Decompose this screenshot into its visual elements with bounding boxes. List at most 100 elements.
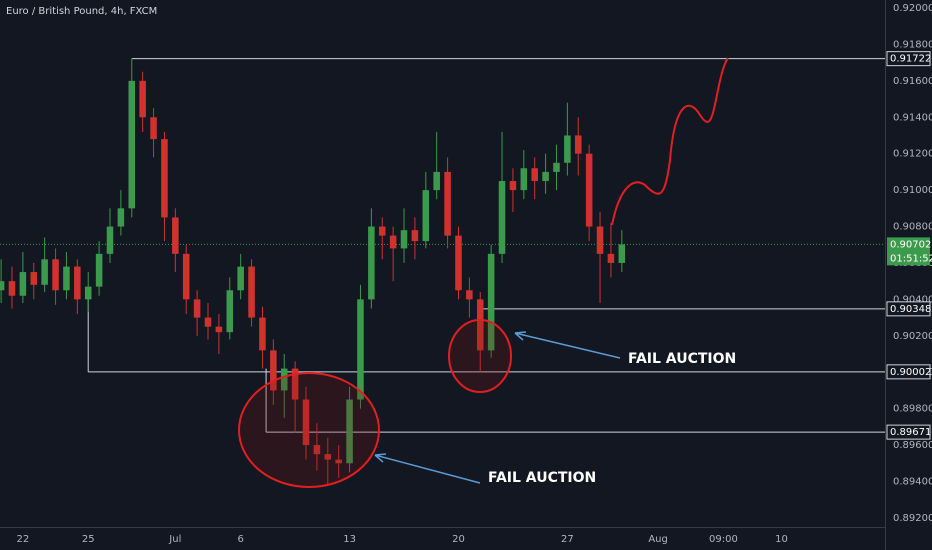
x-tick-label: Jul: [168, 534, 181, 545]
level-label-box: [886, 364, 931, 380]
x-tick-label: 25: [82, 534, 95, 545]
level-label: 0.91722: [890, 54, 931, 65]
candle-body: [411, 230, 419, 242]
candle-body: [204, 317, 212, 327]
level-label-box: [886, 51, 931, 67]
chart-title: Euro / British Pound, 4h, FXCM: [6, 6, 157, 17]
level-label-box: [886, 424, 931, 440]
candle-body: [139, 80, 146, 118]
candle-body: [248, 266, 255, 318]
candle-body: [215, 326, 223, 333]
candle-body: [378, 226, 386, 236]
candle-body: [596, 226, 604, 254]
candle-body: [19, 272, 27, 296]
candle-body: [302, 399, 310, 446]
candle-body: [128, 80, 136, 209]
candle-body: [95, 253, 103, 287]
candle-body: [542, 171, 549, 182]
candle-body: [74, 266, 81, 300]
candle-body: [368, 226, 375, 300]
candle-body: [400, 230, 408, 249]
candle-body: [346, 399, 353, 464]
candle-body: [106, 226, 114, 254]
candle-body: [41, 259, 48, 285]
candle-body: [433, 171, 440, 191]
candle-body: [607, 253, 615, 263]
candle-body: [313, 445, 321, 455]
highlight-ellipse: [448, 319, 512, 393]
candle-body: [444, 171, 451, 236]
y-tick-label: 0.91200: [893, 149, 932, 160]
last-price-label: 0.90702: [890, 239, 931, 250]
x-tick-label: 09:00: [709, 534, 738, 545]
candle-body: [117, 208, 125, 227]
candle-body: [226, 290, 234, 333]
candle-body: [476, 299, 484, 351]
candle-body: [455, 235, 462, 291]
y-tick-label: 0.91400: [893, 112, 932, 123]
x-tick-label: Aug: [648, 534, 668, 545]
annotation: FAIL AUCTION: [628, 351, 736, 367]
y-tick-label: 0.91000: [893, 185, 932, 196]
highlight-ellipse: [238, 372, 380, 488]
candle-body: [422, 190, 430, 242]
candle-body: [63, 266, 70, 291]
level-label: 0.90348: [890, 304, 931, 315]
candle-body: [30, 272, 38, 285]
candle-body: [182, 253, 190, 300]
candle-body: [335, 459, 342, 464]
candle-body: [564, 135, 571, 163]
arrows: [374, 331, 621, 484]
annotation: FAIL AUCTION: [488, 470, 596, 486]
candle-body: [509, 181, 517, 191]
candle-body: [193, 299, 201, 318]
arrow: [374, 453, 481, 484]
candle-body: [150, 117, 157, 140]
candle-body: [585, 153, 593, 227]
candle-body: [291, 368, 299, 400]
plot: [0, 58, 885, 486]
candle-body: [84, 286, 92, 300]
countdown-label: 01:51:52: [890, 253, 932, 264]
level-label-box: [886, 301, 931, 317]
y-tick-label: 0.90800: [893, 222, 932, 233]
candle-body: [259, 317, 266, 351]
y-tick-label: 0.89400: [893, 476, 932, 487]
x-tick-label: 6: [237, 534, 243, 545]
candle-body: [357, 299, 364, 400]
candle-body: [574, 135, 582, 154]
candle-body: [466, 290, 473, 300]
level-label: 0.89671: [890, 427, 931, 438]
level-label: 0.90002: [890, 367, 931, 378]
y-tick-label: 0.89800: [893, 404, 932, 415]
x-tick-label: 20: [452, 534, 465, 545]
y-tick-label: 0.91600: [893, 76, 932, 87]
y-tick-label: 0.92000: [893, 3, 932, 14]
x-tick-label: 22: [17, 534, 30, 545]
candle-body: [8, 281, 16, 296]
y-tick-label: 0.89200: [893, 513, 932, 524]
candle-body: [161, 139, 168, 218]
y-tick-label: 0.90200: [893, 331, 932, 342]
candle-body: [520, 168, 528, 191]
candle-body: [487, 253, 495, 351]
y-tick-label: 0.91800: [893, 39, 932, 50]
last-price-box: [887, 237, 930, 266]
x-tick-label: 13: [343, 534, 356, 545]
projection-path: [611, 57, 729, 226]
candle-body: [498, 181, 506, 254]
y-tick-label: 0.89600: [893, 440, 932, 451]
candle-body: [172, 217, 179, 254]
y-tick-label: 0.90400: [893, 294, 932, 305]
candle-body: [237, 266, 244, 291]
candle-body: [280, 368, 288, 391]
candle-body: [618, 244, 626, 263]
candle-body: [270, 350, 277, 391]
x-tick-label: 27: [561, 534, 574, 545]
candle-body: [553, 162, 560, 172]
x-tick-label: 10: [775, 534, 788, 545]
candle-body: [389, 235, 397, 249]
candle-body: [324, 454, 332, 460]
